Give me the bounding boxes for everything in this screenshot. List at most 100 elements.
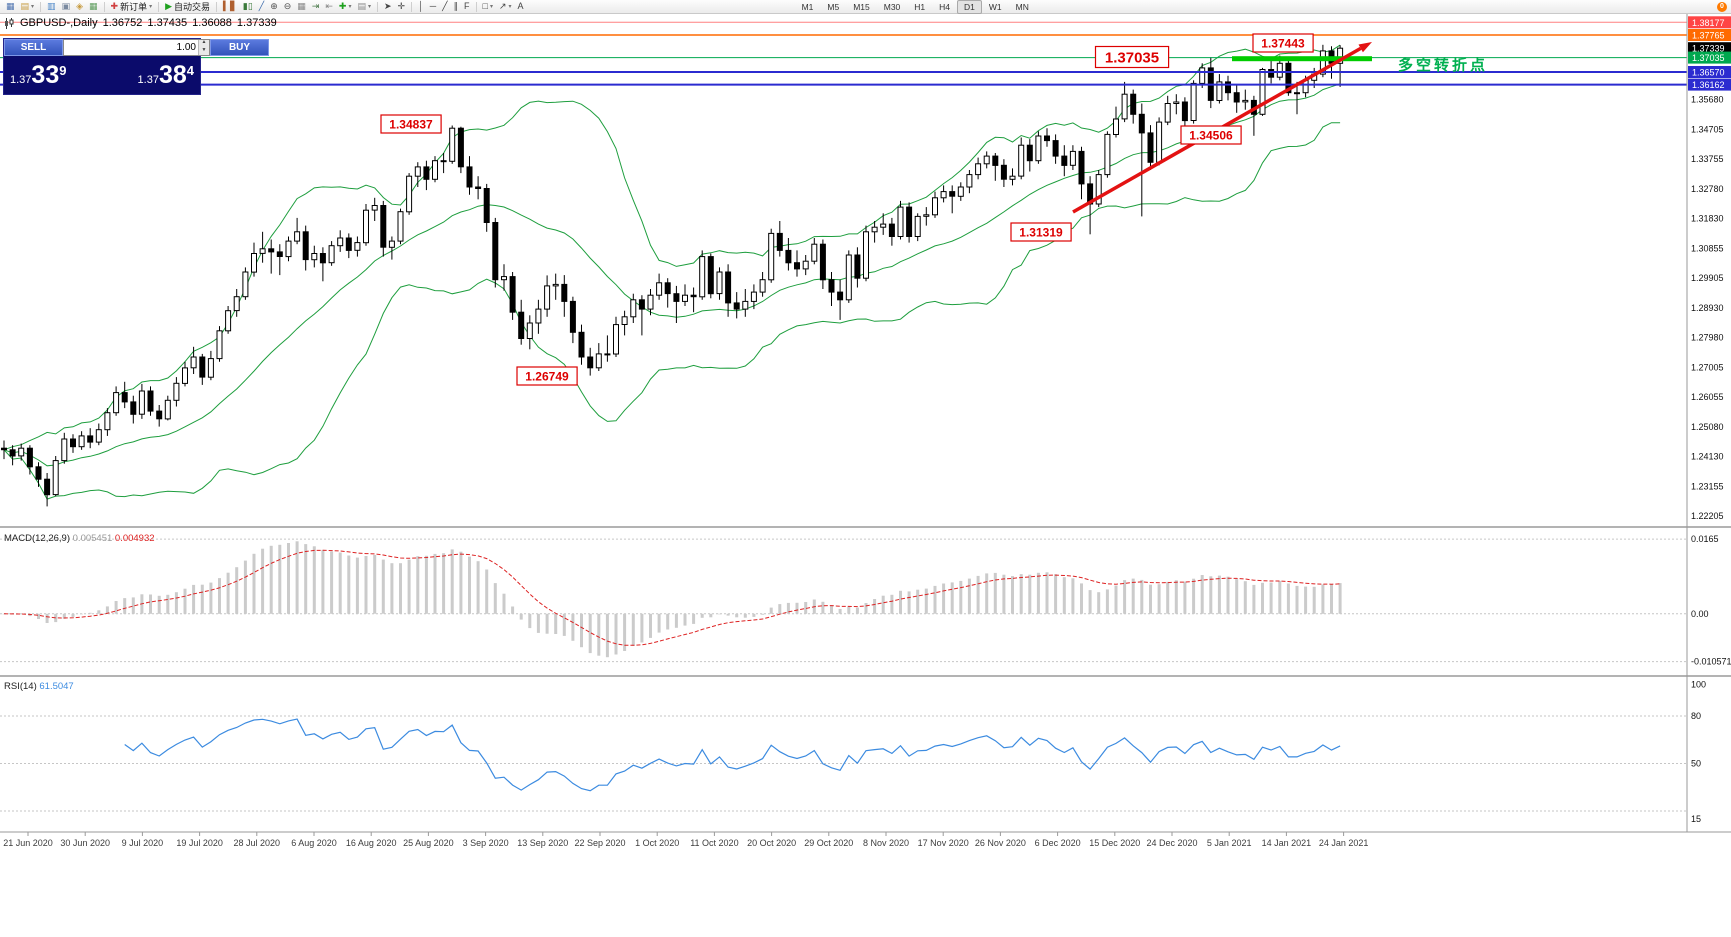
auto-scroll-button[interactable]: ⇥ <box>309 0 323 13</box>
quote-open: 1.36752 <box>102 17 143 29</box>
timeframe-d1-button[interactable]: D1 <box>957 0 982 14</box>
timeframe-m5-button[interactable]: M5 <box>827 1 840 12</box>
buy-button[interactable]: BUY <box>210 39 269 56</box>
channel-icon: ∥ <box>453 1 459 11</box>
svg-text:1.27980: 1.27980 <box>1691 333 1724 343</box>
trendline-icon: ╱ <box>442 1 448 11</box>
svg-text:1.36162: 1.36162 <box>1692 80 1725 90</box>
ask-price[interactable]: 1.37384 <box>102 61 200 90</box>
svg-text:3 Sep 2020: 3 Sep 2020 <box>463 838 509 848</box>
chart-canvas[interactable]: 1.348371.267491.313191.345061.370351.374… <box>0 14 1731 850</box>
new-chart-button[interactable]: ▦ <box>3 0 18 13</box>
lot-increase-button[interactable]: ▲ <box>199 40 209 48</box>
bar-chart-button[interactable]: ▍▋ <box>220 0 240 13</box>
timeframe-m1-button[interactable]: M1 <box>801 1 814 12</box>
price-axis[interactable]: 1.35680 1.34705 1.33755 1.32780 1.31830 1.308… <box>1688 16 1731 521</box>
candle-chart-icon: ▮▯ <box>242 1 253 11</box>
profiles-button[interactable]: ▤ ▾ <box>18 0 38 13</box>
bid-price[interactable]: 1.37339 <box>4 61 102 90</box>
navigator-button[interactable]: ◈ <box>73 0 86 13</box>
text-icon: A <box>517 1 524 11</box>
timeframe-m30-button[interactable]: M30 <box>883 1 901 12</box>
crosshair-button[interactable]: ✛ <box>395 0 409 13</box>
svg-text:6 Dec 2020: 6 Dec 2020 <box>1035 838 1081 848</box>
toolbar-separator <box>377 1 378 12</box>
svg-text:5 Jan 2021: 5 Jan 2021 <box>1207 838 1252 848</box>
market-watch-button[interactable]: ▥ <box>44 0 59 13</box>
caret-down-icon: ▾ <box>31 4 35 10</box>
lot-decrease-button[interactable]: ▼ <box>199 47 209 55</box>
svg-text:9 Jul 2020: 9 Jul 2020 <box>122 838 164 848</box>
svg-text:1.34506: 1.34506 <box>1189 128 1233 142</box>
rsi-axis[interactable]: 100 80 50 15 <box>1691 679 1706 824</box>
zoom-out-button[interactable]: ⊖ <box>281 0 295 13</box>
lot-stepper: ▲ ▼ <box>198 40 209 55</box>
arrows-icon: ↗ <box>498 1 507 11</box>
autotrading-button[interactable]: ▶ 自动交易 <box>162 0 213 13</box>
timeframe-m15-button[interactable]: M15 <box>853 1 870 12</box>
svg-text:11 Oct 2020: 11 Oct 2020 <box>690 838 738 848</box>
timeframe-mn-button[interactable]: MN <box>1015 1 1029 12</box>
horizontal-line-button[interactable]: ─ <box>427 0 439 13</box>
arrows-button[interactable]: ↗ ▾ <box>496 0 515 13</box>
svg-text:28 Jul 2020: 28 Jul 2020 <box>234 838 281 848</box>
bid-price-pipette: 9 <box>59 62 67 78</box>
indicators-button[interactable]: ✚ ▾ <box>336 0 355 13</box>
channel-button[interactable]: ∥ <box>451 0 462 13</box>
chart-window[interactable]: 1.34837 1.26749 1.31319 1.34506 1.37035 1.374… <box>0 14 1731 937</box>
svg-text:14 Jan 2021: 14 Jan 2021 <box>1262 838 1312 848</box>
macd-axis[interactable]: 0.0165 0.00 -0.010571 <box>1691 534 1731 667</box>
svg-text:17 Nov 2020: 17 Nov 2020 <box>918 838 969 848</box>
zoom-in-button[interactable]: ⊕ <box>267 0 281 13</box>
terminal-button[interactable]: ▦ <box>86 0 101 13</box>
data-window-icon: ▣ <box>61 1 71 11</box>
trendline-button[interactable]: ╱ <box>439 0 450 13</box>
svg-text:1.25080: 1.25080 <box>1691 422 1724 432</box>
quote-close: 1.37339 <box>236 17 277 29</box>
price-annotation[interactable]: 1.34837 <box>380 114 442 134</box>
timeframe-w1-button[interactable]: W1 <box>988 1 1002 12</box>
text-button[interactable]: A <box>515 0 527 13</box>
cursor-button[interactable]: ➤ <box>381 0 395 13</box>
autotrading-button-label: 自动交易 <box>174 2 211 12</box>
line-chart-button[interactable]: ╱ <box>256 0 267 13</box>
shapes-button[interactable]: □ ▾ <box>480 0 496 13</box>
tile-windows-button[interactable]: ▦ <box>294 0 309 13</box>
price-annotation[interactable]: 1.34506 <box>1180 125 1242 145</box>
chart-symbol-period: GBPUSD-,Daily <box>20 17 98 29</box>
sell-button[interactable]: SELL <box>4 39 63 56</box>
notification-badge[interactable]: 0 <box>1717 2 1727 12</box>
chart-note[interactable]: 多空转折点 <box>1398 56 1488 74</box>
toolbar-separator <box>158 1 160 12</box>
new-chart-icon: ▦ <box>6 1 15 11</box>
toolbar-separator <box>475 1 477 12</box>
quote-high: 1.37435 <box>147 17 188 29</box>
shapes-icon: □ <box>482 1 488 11</box>
pane-dividers[interactable] <box>0 526 1731 833</box>
toolbar-separator <box>40 1 42 12</box>
bid-price-small: 1.37 <box>10 73 32 86</box>
svg-text:1.36570: 1.36570 <box>1692 68 1725 78</box>
data-window-button[interactable]: ▣ <box>59 0 74 13</box>
vertical-line-button[interactable]: │ <box>415 0 427 13</box>
fibonacci-button[interactable]: F <box>461 0 473 13</box>
templates-button[interactable]: ▤ ▾ <box>354 0 374 13</box>
new-order-button-label: 新订单 <box>120 2 148 12</box>
bollinger-bands <box>3 44 1341 500</box>
new-order-button[interactable]: ✚ 新订单 ▾ <box>108 0 156 13</box>
candlesticks <box>1 44 1344 507</box>
ask-price-pipette: 4 <box>186 62 194 78</box>
price-annotation[interactable]: 1.31319 <box>1010 222 1072 242</box>
date-axis[interactable]: 21 Jun 2020 30 Jun 2020 9 Jul 2020 19 Jul 2… <box>3 832 1368 848</box>
price-annotation[interactable]: 1.26749 <box>516 366 578 386</box>
chart-shift-button[interactable]: ⇤ <box>322 0 336 13</box>
timeframe-h4-button[interactable]: H4 <box>939 1 951 12</box>
timeframe-h1-button[interactable]: H1 <box>914 1 926 12</box>
lot-size-input[interactable] <box>64 40 198 55</box>
price-annotation[interactable]: 1.37443 <box>1252 33 1314 53</box>
support-level-bar[interactable] <box>1232 56 1372 62</box>
price-annotation[interactable]: 1.37035 <box>1094 45 1170 69</box>
candle-chart-button[interactable]: ▮▯ <box>240 0 256 13</box>
svg-text:1.38177: 1.38177 <box>1692 18 1725 28</box>
svg-text:1.26749: 1.26749 <box>525 369 569 383</box>
